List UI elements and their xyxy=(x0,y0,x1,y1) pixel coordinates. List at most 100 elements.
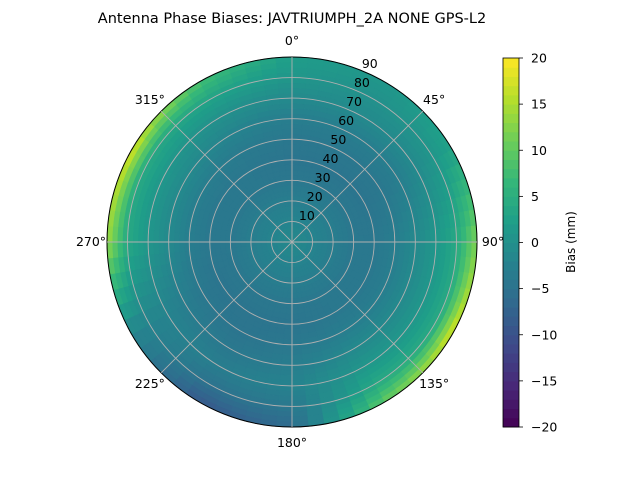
heatmap-cell xyxy=(148,229,154,242)
heatmap-cell xyxy=(440,229,446,242)
heatmap-cell xyxy=(148,242,154,255)
colorbar-segment xyxy=(503,95,519,105)
radial-tick-label: 40 xyxy=(323,151,339,166)
colorbar-tick-label: 10 xyxy=(531,143,547,158)
angle-tick-label: 0° xyxy=(285,33,299,48)
heatmap-cell xyxy=(284,329,292,334)
colorbar-segment xyxy=(503,215,519,225)
heatmap-cell xyxy=(205,242,210,250)
heatmap-cell xyxy=(278,83,292,89)
heatmap-cell xyxy=(169,231,175,242)
colorbar-segment xyxy=(503,233,519,243)
colorbar-segment xyxy=(503,409,519,419)
heatmap-cell xyxy=(210,235,215,242)
heatmap-cell xyxy=(343,232,349,237)
heatmap-cell xyxy=(289,206,292,211)
colorbar-segment xyxy=(503,113,519,123)
angle-tick-label: 225° xyxy=(135,376,165,391)
colorbar-tick-label: −20 xyxy=(531,420,557,435)
heatmap-cell xyxy=(369,242,374,249)
colorbar-tick-label: 5 xyxy=(531,189,539,204)
heatmap-cell xyxy=(292,62,308,68)
colorbar-segment xyxy=(503,372,519,382)
heatmap-cell xyxy=(287,185,292,190)
heatmap-cell xyxy=(292,139,301,145)
heatmap-cell xyxy=(280,375,292,381)
colorbar-segment xyxy=(503,178,519,188)
heatmap-cell xyxy=(292,124,302,130)
heatmap-cell xyxy=(285,160,292,165)
heatmap-cell xyxy=(225,242,230,248)
heatmap-cell xyxy=(235,242,240,247)
colorbar-segment xyxy=(503,132,519,142)
heatmap-cell xyxy=(200,242,205,250)
colorbar-segment xyxy=(503,289,519,299)
colorbar-segment xyxy=(503,67,519,77)
heatmap-cell xyxy=(292,309,298,314)
heatmap-cell xyxy=(292,144,301,149)
heatmap-cell xyxy=(276,62,292,68)
heatmap-cell xyxy=(292,170,298,175)
heatmap-cell xyxy=(400,232,406,242)
heatmap-cell xyxy=(359,242,364,248)
heatmap-cell xyxy=(286,303,292,308)
heatmap-cell xyxy=(174,242,180,252)
colorbar-segment xyxy=(503,307,519,317)
colorbar-segment xyxy=(503,399,519,409)
heatmap-cell xyxy=(292,185,297,190)
heatmap-cell xyxy=(179,232,185,242)
heatmap-cell xyxy=(205,234,210,242)
heatmap-cell xyxy=(333,238,338,242)
heatmap-cell xyxy=(153,230,159,242)
heatmap-cell xyxy=(288,191,292,196)
heatmap-cell xyxy=(281,360,292,366)
colorbar-segment xyxy=(503,196,519,206)
heatmap-cell xyxy=(292,288,296,293)
heatmap-cell xyxy=(369,235,374,242)
heatmap-cell xyxy=(292,108,304,114)
heatmap-cell xyxy=(169,242,175,253)
heatmap-cell xyxy=(279,390,292,396)
colorbar-segment xyxy=(503,381,519,391)
heatmap-cell xyxy=(230,237,235,242)
heatmap-cell xyxy=(158,242,164,254)
heatmap-cell xyxy=(292,303,298,308)
heatmap-cell xyxy=(425,242,431,254)
colorbar-segment xyxy=(503,58,519,68)
heatmap-cell xyxy=(153,242,159,254)
heatmap-cell xyxy=(292,175,298,180)
heatmap-cell xyxy=(280,108,292,114)
heatmap-cell xyxy=(133,242,139,256)
heatmap-cell xyxy=(241,242,246,246)
heatmap-cell xyxy=(285,314,292,319)
colorbar-segment xyxy=(503,123,519,133)
polar-grid xyxy=(107,57,477,427)
heatmap-cell xyxy=(430,229,436,242)
heatmap-cell xyxy=(353,236,358,242)
heatmap-cell xyxy=(112,226,118,242)
heatmap-cell xyxy=(292,83,306,89)
colorbar-segment xyxy=(503,206,519,216)
heatmap-cell xyxy=(138,229,144,242)
heatmap-cell xyxy=(246,242,251,246)
heatmap-cell xyxy=(338,233,344,238)
colorbar-segment xyxy=(503,243,519,253)
heatmap-cell xyxy=(117,227,123,242)
heatmap-cell xyxy=(292,298,297,303)
heatmap-cell xyxy=(282,355,292,361)
colorbar-segment xyxy=(503,344,519,354)
heatmap-cell xyxy=(384,233,389,242)
colorbar-tick-label: 20 xyxy=(531,51,547,66)
heatmap-cell xyxy=(405,242,411,252)
colorbar-segment xyxy=(503,270,519,280)
heatmap-cell xyxy=(215,235,220,242)
colorbar-segment xyxy=(503,169,519,179)
heatmap-cell xyxy=(446,228,452,242)
angle-tick-label: 45° xyxy=(423,92,445,107)
heatmap-cell xyxy=(353,242,358,248)
radial-tick-label: 80 xyxy=(354,75,370,90)
heatmap-cell xyxy=(286,175,292,180)
heatmap-cell xyxy=(158,230,164,242)
